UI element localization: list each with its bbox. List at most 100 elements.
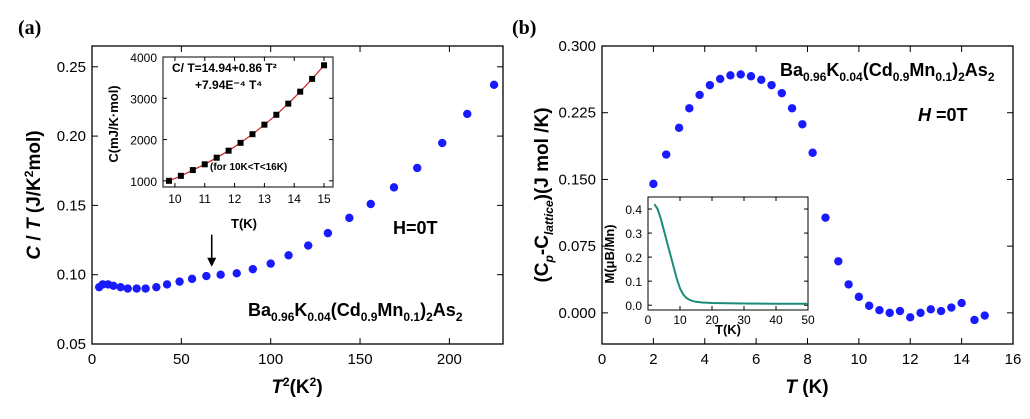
panel-b-data-point: [916, 308, 925, 318]
panel-a: (a) 0 50 100 150 200 0.05 0.10 0.15 0.20 0.25 T2…: [18, 17, 504, 398]
panel-b-inset-frame: [647, 196, 809, 311]
panel-b-data-points: [649, 70, 989, 325]
panel-b-inset: 0 10 20 30 40 50 0.0 0.1 0.2 0.3 0.4 T(K) M(μB/Mn…: [602, 196, 815, 337]
panel-a-data-point: [141, 284, 150, 293]
panel-a-data-point: [232, 269, 241, 278]
panel-a-inset-data-point: [309, 75, 316, 82]
panel-a-data-point: [248, 264, 258, 274]
panel-b-data-point: [957, 298, 966, 308]
panel-b-data-point: [662, 150, 671, 159]
panel-a-inset-x-tick-label: 15: [317, 192, 331, 206]
panel-a-data-point: [216, 270, 225, 279]
panel-a-inset-data-point: [213, 154, 220, 161]
panel-a-inset-data-point: [261, 121, 268, 128]
panel-b-y-tick-label: 0.075: [558, 238, 596, 255]
panel-b-inset-x-tick-label: 0: [645, 313, 652, 327]
panel-a-inset-y-tick-label: 3000: [130, 92, 157, 106]
panel-b-label: (b): [512, 17, 536, 39]
panel-b-data-point: [777, 88, 787, 98]
panel-a-inset-data-point: [285, 100, 292, 107]
panel-b-data-point: [885, 308, 894, 318]
panel-a-inset-data-point: [237, 139, 244, 146]
panel-b-data-point: [808, 148, 817, 157]
panel-a-x-tick-label: 200: [437, 351, 462, 368]
panel-b-y-tick-label: 0.225: [558, 105, 596, 122]
panel-b-data-point: [947, 303, 956, 312]
panel-b-x-ticks: 0 2 4 6 8 10 12 14 16: [598, 46, 1021, 368]
panel-b-inset-x-tick-label: 40: [769, 313, 783, 327]
panel-a-data-point: [438, 138, 447, 148]
panel-a-data-point: [323, 228, 333, 238]
panel-a-inset-data-point: [321, 62, 328, 69]
panel-b: (b) 0 2 4 6 8 10 12 14 16 0.0000.0750.1500.2250.…: [512, 17, 1021, 398]
panel-a-inset-frame: [162, 56, 334, 188]
panel-a-inset-range-note: (for 10K<T<16K): [210, 162, 287, 173]
panel-a-x-ticks: 0 50 100 150 200: [88, 46, 462, 368]
panel-b-data-point: [821, 213, 830, 222]
panel-a-y-tick-label: 0.10: [57, 267, 86, 284]
panel-a-data-point: [109, 281, 118, 290]
panel-a-compound-label: Ba0.96K0.04(Cd0.9Mn0.1)2As2: [248, 300, 463, 324]
panel-b-y-tick-label: 0.150: [558, 171, 596, 188]
panel-a-inset-x-tick-label: 11: [199, 192, 212, 206]
panel-b-x-tick-label: 4: [701, 351, 709, 368]
panel-b-data-point: [685, 104, 694, 113]
panel-a-inset-data-point: [273, 111, 280, 118]
panel-a-inset-x-tick-label: 14: [288, 192, 302, 206]
panel-a-inset-x-ticks: 10 11 12 13 14 15: [168, 57, 331, 206]
panel-a-data-point: [152, 282, 161, 292]
panel-a-data-point: [284, 251, 293, 260]
panel-a-y-tick-label: 0.15: [57, 197, 86, 214]
panel-b-x-tick-label: 8: [803, 351, 811, 368]
panel-a-data-point: [266, 259, 275, 268]
panel-a-x-tick-label: 150: [348, 351, 373, 368]
panel-a-data-point: [489, 80, 499, 90]
panel-a-label: (a): [18, 17, 41, 39]
panel-b-inset-x-tick-label: 10: [673, 313, 687, 327]
panel-a-y-ticks: 0.05 0.10 0.15 0.20 0.25: [57, 59, 503, 353]
panel-a-data-point: [345, 213, 354, 223]
panel-a-data-point: [389, 183, 399, 192]
panel-b-data-point: [767, 80, 776, 90]
panel-a-y-tick-label: 0.05: [57, 336, 86, 353]
panel-b-x-tick-label: 0: [598, 351, 606, 368]
panel-b-x-tick-label: 14: [953, 351, 970, 368]
panel-b-y-tick-label: 0.000: [558, 305, 596, 322]
panel-a-inset-fit-line2: +7.94E⁻⁴ T⁴: [195, 78, 262, 92]
panel-b-data-point: [695, 90, 704, 100]
panel-a-inset-data-point: [201, 161, 208, 168]
panel-b-data-point: [875, 305, 884, 315]
panel-a-data-point: [116, 282, 125, 292]
panel-a-inset-data-point: [189, 167, 196, 174]
panel-b-data-point: [970, 315, 979, 325]
panel-b-x-label: T (K): [785, 377, 828, 398]
panel-b-data-point: [980, 311, 989, 320]
panel-b-data-point: [906, 313, 915, 322]
panel-b-y-ticks: 0.000 0.075 0.150 0.225 0.300: [558, 38, 1013, 322]
panel-b-data-point: [726, 71, 735, 80]
panel-b-compound-label: Ba0.96K0.04(Cd0.9Mn0.1)2As2: [780, 60, 995, 84]
panel-b-data-point: [715, 74, 725, 84]
panel-b-inset-magnetization-curve: [653, 203, 808, 305]
panel-a-inset-data-points: [165, 62, 328, 184]
panel-a-inset-data-point: [249, 131, 256, 138]
panel-b-data-point: [705, 80, 715, 90]
panel-a-inset: 10 11 12 13 14 15 1000 2000 3000 4000 T(K) C(mJ/…: [106, 51, 334, 231]
panel-b-inset-x-ticks: 0 10 20 30 40 50: [645, 197, 815, 327]
panel-a-inset-data-point: [297, 88, 304, 95]
panel-b-inset-y-tick-label: 0.1: [625, 275, 642, 289]
panel-b-x-tick-label: 6: [752, 351, 760, 368]
panel-b-inset-y-ticks: 0.0 0.1 0.2 0.3 0.4: [625, 203, 808, 313]
panel-b-data-point: [674, 123, 684, 133]
panel-b-x-tick-label: 12: [902, 351, 919, 368]
panel-a-data-point: [413, 163, 422, 173]
panel-b-data-point: [936, 306, 946, 316]
panel-a-data-point: [162, 280, 172, 289]
panel-b-data-point: [895, 306, 905, 316]
panel-b-data-point: [787, 104, 797, 113]
panel-a-axes-frame: [91, 45, 504, 345]
panel-a-data-point: [123, 284, 132, 293]
panel-a-x-tick-label: 0: [88, 351, 96, 368]
panel-a-data-point: [132, 284, 141, 293]
panel-b-inset-x-tick-label: 30: [737, 313, 751, 327]
